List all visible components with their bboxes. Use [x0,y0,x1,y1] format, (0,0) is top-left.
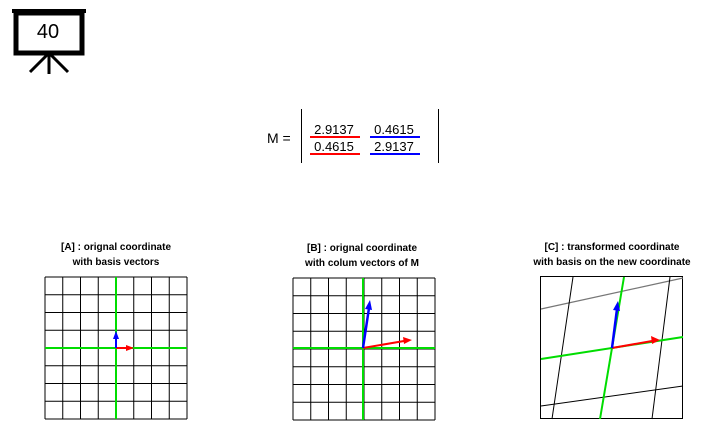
panel-a-red-arrowhead [126,345,134,351]
panel-b-grid [292,277,437,427]
panel-c-grid-line-left [551,276,574,420]
panel-c-red-basis-vector [611,340,653,349]
panel-a-grid [44,276,189,426]
panel-c-red-arrowhead [651,336,660,344]
matrix-cell-r2c2: 2.9137 [374,139,414,154]
matrix-left-bracket [301,109,302,163]
panel-b-title: [B] : orignal coordinate with colum vect… [257,241,467,271]
panel-b-red-column-vector [362,340,405,349]
matrix-cell-r2c1: 0.4615 [314,139,354,154]
panel-a-title-line1: [A] : orignal coordinate [61,242,171,253]
matrix-underline-r1c1 [310,136,360,138]
presentation-board-icon: 40 [10,5,90,77]
panel-c-grid-line-right [651,276,671,420]
panel-c-title: [C] : transformed coordinate with basis … [507,240,717,270]
panel-b-red-arrowhead [403,337,412,344]
panel-c-blue-basis-vector [610,308,619,349]
panel-a-blue-arrowhead [113,331,119,339]
panel-a-title-line2: with basis vectors [72,257,160,268]
matrix-label: M = [267,130,291,146]
panel-c-blue-arrowhead [613,301,620,311]
panel-b-blue-column-vector [361,307,371,349]
panel-c-title-line1: [C] : transformed coordinate [544,242,680,253]
board-number: 40 [36,21,60,43]
panel-c-grid-line-bottom [540,385,684,407]
panel-c-grid-line-top [540,277,684,310]
panel-a-title: [A] : orignal coordinate with basis vect… [11,240,221,270]
panel-b-title-line2: with colum vectors of M [305,258,419,269]
matrix-underline-r1c2 [370,136,420,138]
panel-b-blue-arrowhead [365,300,372,310]
matrix-cell-r1c2: 0.4615 [374,122,414,137]
matrix-underline-r2c2 [370,153,420,155]
panel-c-grid [540,276,685,426]
matrix-right-bracket [438,109,439,163]
matrix-cell-r1c1: 2.9137 [314,122,354,137]
matrix-underline-r2c1 [310,153,360,155]
panel-c-title-line2: with basis on the new coordinate [533,257,691,268]
panel-b-title-line1: [B] : orignal coordinate [307,243,417,254]
